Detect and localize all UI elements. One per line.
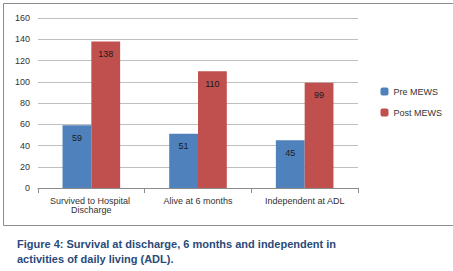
svg-text:0: 0 <box>25 183 30 193</box>
svg-text:99: 99 <box>314 90 324 100</box>
svg-text:20: 20 <box>20 162 30 172</box>
svg-text:51: 51 <box>179 141 189 151</box>
svg-text:120: 120 <box>15 56 30 66</box>
svg-text:Alive at 6 months: Alive at 6 months <box>163 196 233 206</box>
svg-text:59: 59 <box>72 133 82 143</box>
svg-text:80: 80 <box>20 98 30 108</box>
svg-text:activities of daily living (AD: activities of daily living (ADL). <box>17 253 173 265</box>
svg-text:45: 45 <box>285 148 295 158</box>
svg-text:Pre MEWS: Pre MEWS <box>393 87 438 97</box>
svg-text:40: 40 <box>20 141 30 151</box>
svg-text:110: 110 <box>205 79 219 89</box>
svg-text:Figure 4: Survival at discharg: Figure 4: Survival at discharge, 6 month… <box>17 238 339 250</box>
svg-text:Independent at ADL: Independent at ADL <box>265 196 345 206</box>
svg-text:140: 140 <box>15 34 30 44</box>
svg-text:Survived to Hospital: Survived to Hospital <box>50 195 133 206</box>
svg-text:100: 100 <box>15 77 30 87</box>
svg-text:Post MEWS: Post MEWS <box>393 108 442 118</box>
svg-text:Discharge: Discharge <box>71 205 112 215</box>
svg-text:160: 160 <box>15 13 30 23</box>
svg-text:138: 138 <box>98 49 113 59</box>
svg-text:60: 60 <box>20 119 30 129</box>
